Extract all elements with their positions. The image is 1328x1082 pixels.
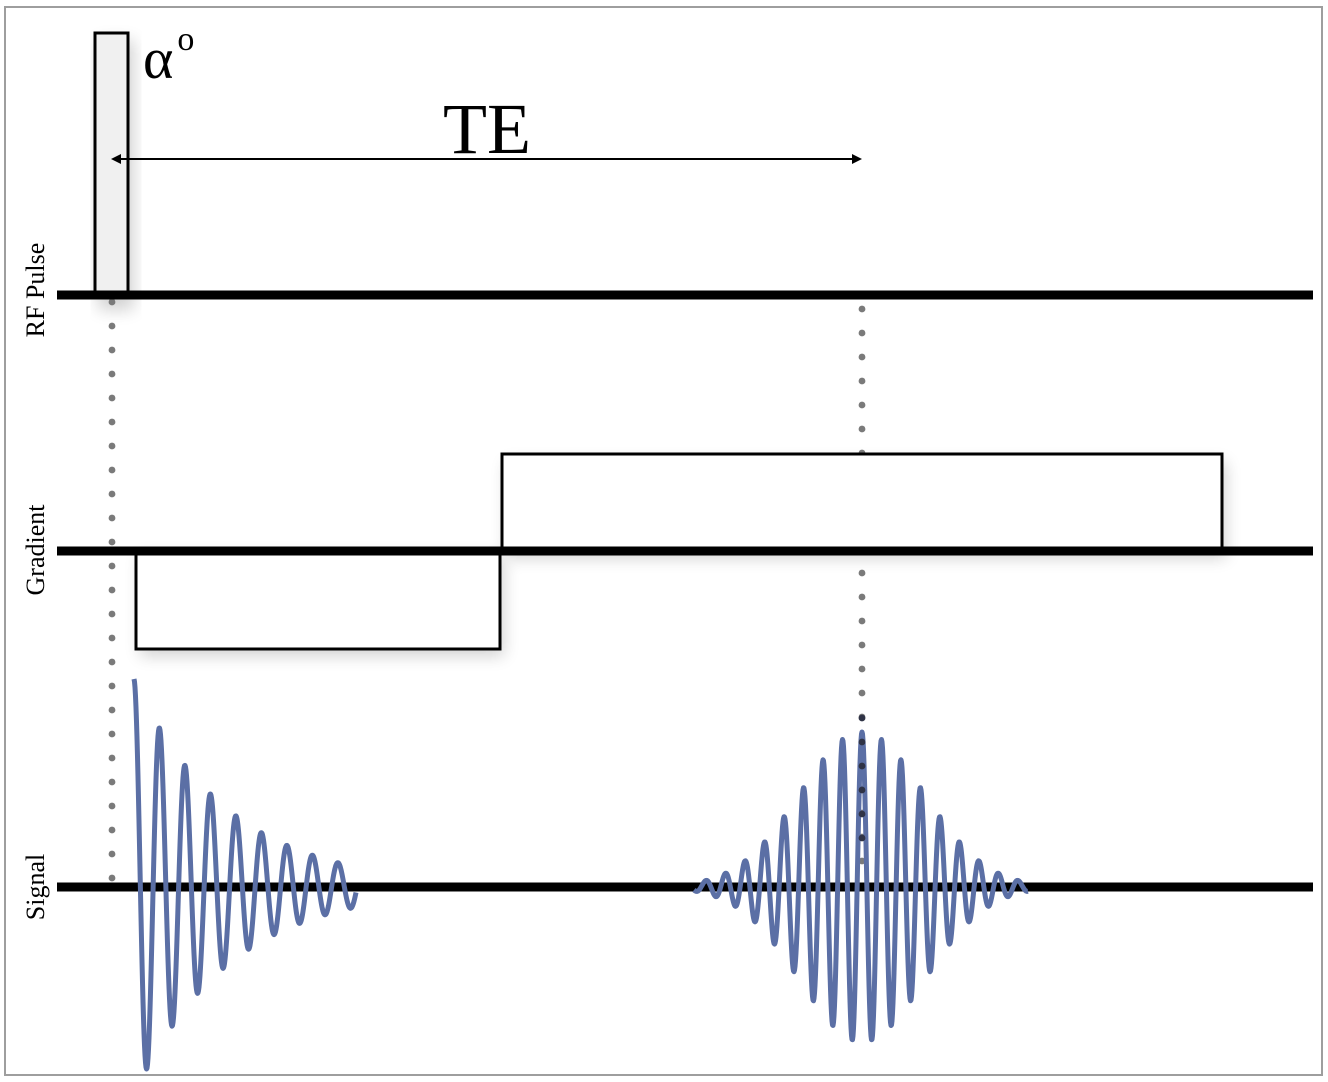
guide-dot-rf xyxy=(108,874,116,882)
guide-dot-rf xyxy=(108,754,116,762)
guide-dot-rf xyxy=(108,394,116,402)
guide-dot-rf xyxy=(108,490,116,498)
guide-dot-rf xyxy=(108,442,116,450)
guide-dot-rf xyxy=(108,682,116,690)
te-label: TE xyxy=(443,89,531,169)
guide-dot-rf xyxy=(108,322,116,330)
guide-dot-echo xyxy=(858,353,866,361)
diagram-frame xyxy=(4,6,1323,1076)
guide-dot-rf xyxy=(108,850,116,858)
guide-dot-echo xyxy=(858,689,866,697)
guide-dot-rf xyxy=(108,346,116,354)
guide-dot-echo xyxy=(858,305,866,313)
echo-center-dot xyxy=(858,810,866,818)
guide-dot-rf xyxy=(108,466,116,474)
guide-dot-echo xyxy=(858,401,866,409)
guide-dot-echo xyxy=(858,593,866,601)
fid-signal xyxy=(131,678,359,1072)
guide-dot-rf xyxy=(108,586,116,594)
guide-dot-echo xyxy=(858,377,866,385)
te-arrow xyxy=(111,154,862,164)
guide-dot-echo xyxy=(858,569,866,577)
guide-dot-rf xyxy=(108,778,116,786)
guide-dot-rf xyxy=(108,562,116,570)
te-arrow-left-head xyxy=(111,154,121,164)
echo-center-dot xyxy=(858,738,866,746)
guide-dot-echo xyxy=(858,665,866,673)
echo-center-dot xyxy=(858,762,866,770)
gradient-negative-lobe xyxy=(134,552,502,651)
signal-row-label: Signal xyxy=(21,854,50,920)
guide-dot-echo xyxy=(858,617,866,625)
guide-dot-rf xyxy=(108,610,116,618)
guide-dot-rf xyxy=(108,514,116,522)
flip-angle-superscript: o xyxy=(177,21,194,58)
echo-center-dot xyxy=(858,786,866,794)
guide-dot-rf xyxy=(108,634,116,642)
echo-center-dot xyxy=(858,714,866,722)
guide-dot-echo xyxy=(858,329,866,337)
echo-center-dots xyxy=(858,714,866,842)
guide-dot-rf xyxy=(108,418,116,426)
te-arrow-right-head xyxy=(852,154,862,164)
guide-dot-rf xyxy=(108,706,116,714)
guide-dot-echo xyxy=(858,641,866,649)
echo-center-dot xyxy=(858,834,866,842)
rf-pulse-block xyxy=(93,31,130,297)
gradient-row-label: Gradient xyxy=(21,504,50,596)
guide-dot-echo xyxy=(858,857,866,865)
guide-dot-rf xyxy=(108,802,116,810)
guide-dot-echo xyxy=(858,425,866,433)
guide-dot-rf xyxy=(108,538,116,546)
guide-dot-rf xyxy=(108,658,116,666)
guide-dot-rf xyxy=(108,298,116,306)
guide-dot-rf xyxy=(108,370,116,378)
gradient-positive-lobe xyxy=(500,452,1224,551)
guide-dot-rf xyxy=(108,826,116,834)
flip-angle-symbol: α xyxy=(143,26,173,91)
guide-dot-rf xyxy=(108,730,116,738)
rf-row-label: RF Pulse xyxy=(21,243,50,338)
